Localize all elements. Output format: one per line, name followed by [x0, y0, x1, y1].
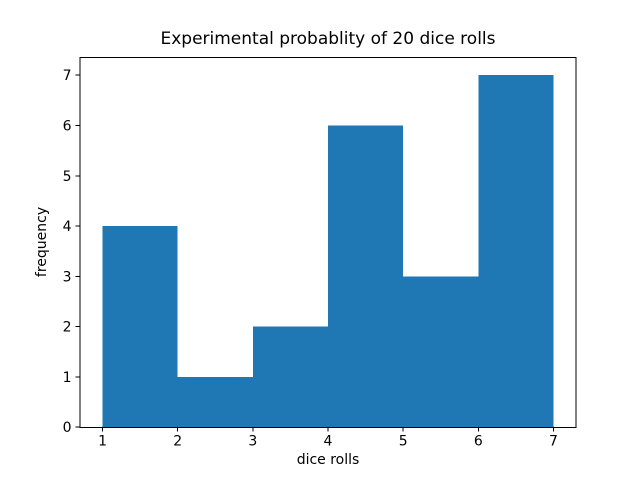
y-tick-label: 4: [63, 219, 72, 235]
histogram-bar: [478, 75, 554, 428]
x-tick-label: 6: [474, 434, 483, 450]
chart-title: Experimental probablity of 20 dice rolls: [160, 29, 495, 49]
y-tick-label: 2: [63, 320, 72, 336]
bars-group: [102, 75, 554, 428]
histogram-bar: [328, 125, 404, 428]
y-tick-label: 1: [63, 370, 72, 386]
x-tick-label: 5: [399, 434, 408, 450]
y-tick-label: 6: [63, 118, 72, 134]
y-axis-label: frequency: [34, 207, 50, 277]
x-tick-label: 1: [98, 434, 107, 450]
y-tick-label: 0: [63, 420, 72, 436]
ticks-group: 1 2 3 4 5 6 7 0 1 2 3 4 5 6 7: [63, 68, 558, 450]
histogram-bar: [252, 326, 328, 428]
x-tick-label: 2: [173, 434, 182, 450]
y-tick-label: 5: [63, 169, 72, 185]
histogram-bar: [403, 276, 479, 428]
y-tick-label: 3: [63, 269, 72, 285]
x-tick-label: 4: [324, 434, 333, 450]
x-axis-label: dice rolls: [297, 452, 360, 468]
histogram-bar: [102, 226, 178, 428]
x-tick-label: 3: [248, 434, 257, 450]
histogram-bar: [177, 376, 253, 428]
x-tick-label: 7: [549, 434, 558, 450]
y-tick-label: 7: [63, 68, 72, 84]
